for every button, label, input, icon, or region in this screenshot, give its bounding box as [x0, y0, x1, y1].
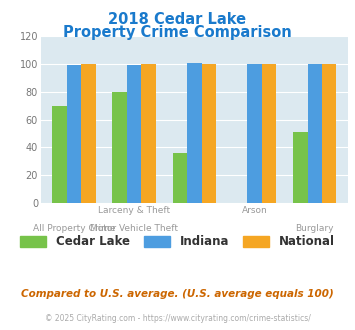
- Bar: [81, 64, 95, 203]
- Bar: [127, 65, 141, 203]
- Bar: [173, 153, 187, 203]
- Text: Compared to U.S. average. (U.S. average equals 100): Compared to U.S. average. (U.S. average …: [21, 289, 334, 299]
- Bar: [247, 64, 262, 203]
- Bar: [67, 65, 81, 203]
- Bar: [187, 63, 202, 203]
- Bar: [322, 64, 337, 203]
- Text: Arson: Arson: [242, 206, 267, 215]
- Text: © 2025 CityRating.com - https://www.cityrating.com/crime-statistics/: © 2025 CityRating.com - https://www.city…: [45, 314, 310, 323]
- Bar: [262, 64, 276, 203]
- Text: 2018 Cedar Lake: 2018 Cedar Lake: [108, 12, 247, 26]
- Bar: [52, 106, 67, 203]
- Bar: [141, 64, 156, 203]
- Bar: [307, 64, 322, 203]
- Bar: [202, 64, 216, 203]
- Bar: [113, 92, 127, 203]
- Text: Burglary: Burglary: [295, 224, 334, 233]
- Text: Larceny & Theft: Larceny & Theft: [98, 206, 170, 215]
- Bar: [293, 132, 307, 203]
- Text: Property Crime Comparison: Property Crime Comparison: [63, 25, 292, 40]
- Text: Motor Vehicle Theft: Motor Vehicle Theft: [90, 224, 178, 233]
- Text: All Property Crime: All Property Crime: [33, 224, 115, 233]
- Legend: Cedar Lake, Indiana, National: Cedar Lake, Indiana, National: [16, 231, 339, 253]
